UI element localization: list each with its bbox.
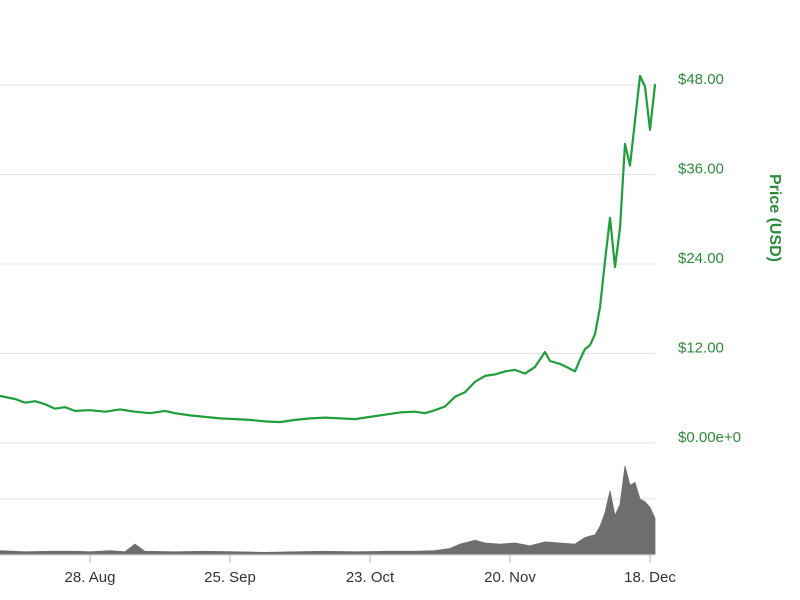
price-line-layer: [0, 74, 657, 424]
y-tick-label: $12.00: [678, 340, 724, 357]
y-tick-label: $24.00: [678, 250, 724, 267]
y-axis-ticks: $0.00e+0 $12.00 $24.00 $36.00 $48.00: [678, 71, 741, 446]
y-tick-label: $48.00: [678, 71, 724, 88]
y-axis-title: Price (USD): [766, 174, 783, 262]
y-tick-label: $0.00e+0: [678, 429, 741, 446]
y-tick-label: $36.00: [678, 161, 724, 178]
x-tick-label: 25. Sep: [204, 569, 256, 586]
volume-area: [0, 465, 656, 555]
price-line: [0, 74, 657, 424]
x-tick-label: 18. Dec: [624, 569, 676, 586]
grid-layer: [0, 84, 655, 556]
x-tick-label: 28. Aug: [65, 569, 116, 586]
volume-layer: [0, 465, 656, 555]
x-tick-label: 23. Oct: [346, 569, 395, 586]
x-tick-label: 20. Nov: [484, 569, 536, 586]
x-axis-ticks: 28. Aug 25. Sep 23. Oct 20. Nov 18. Dec: [65, 555, 676, 586]
